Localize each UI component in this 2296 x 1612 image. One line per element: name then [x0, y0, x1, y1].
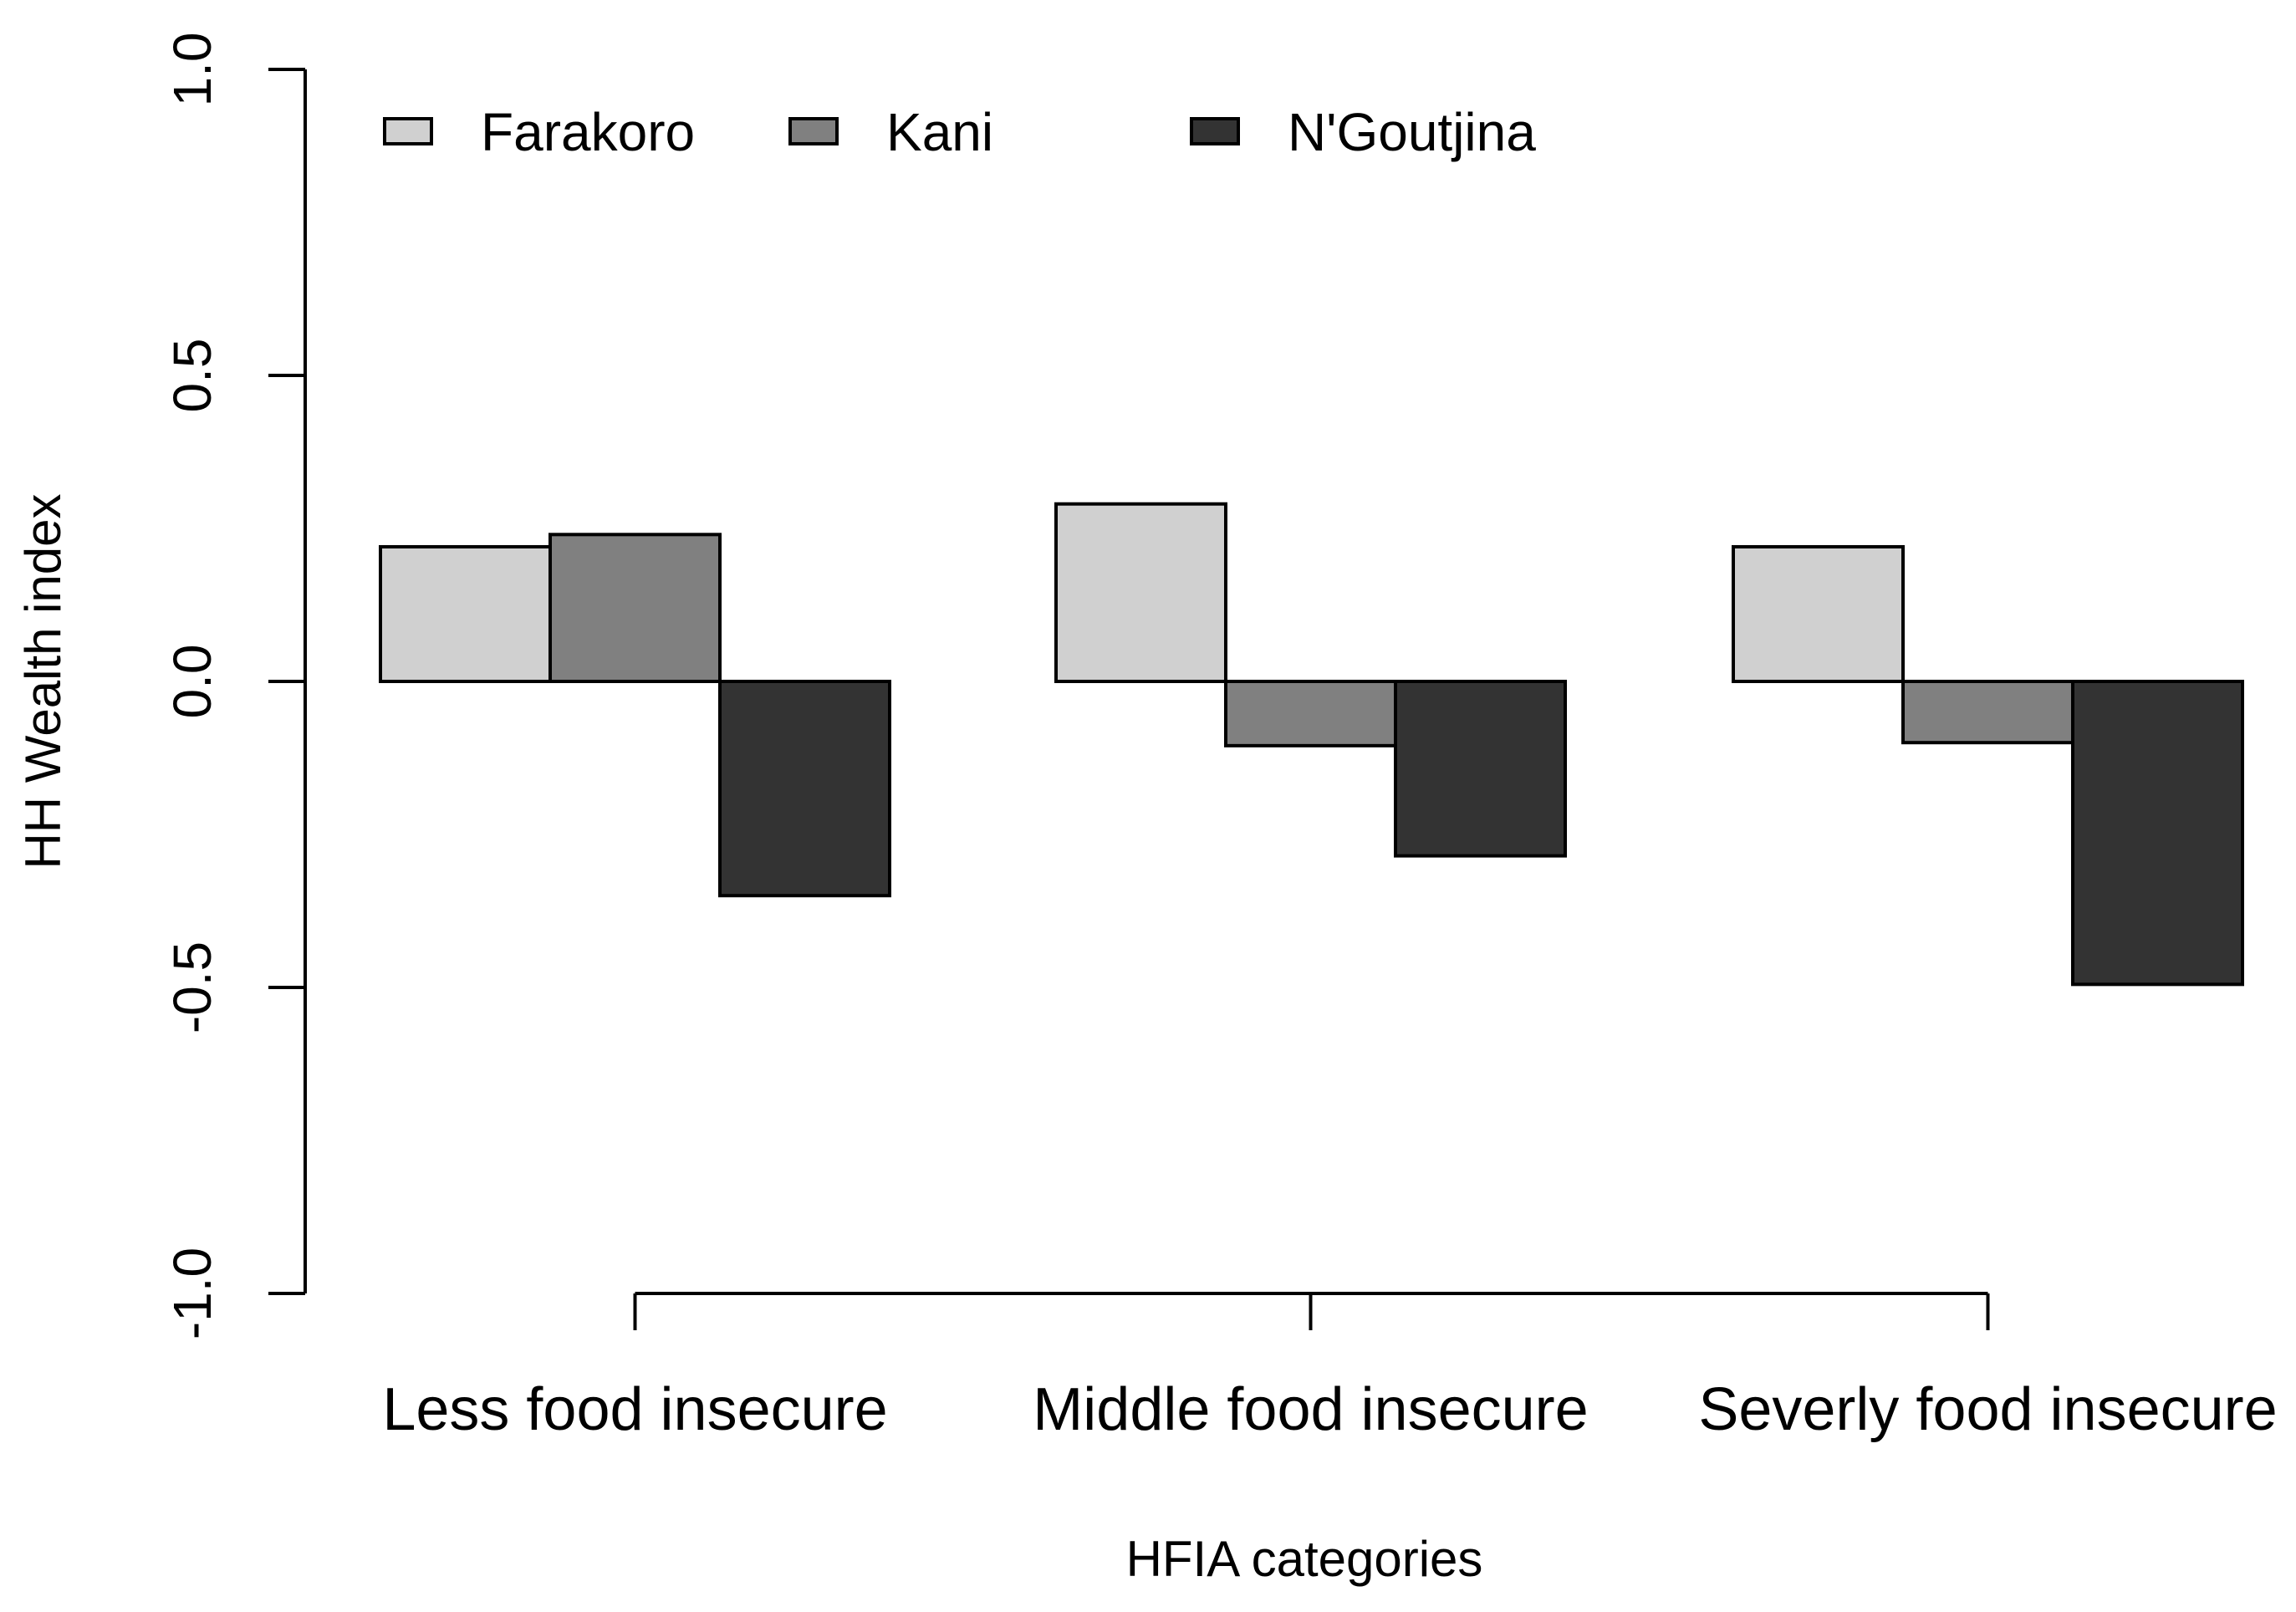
- bar: [1224, 680, 1397, 747]
- y-tick-label: -1.0: [162, 1247, 222, 1339]
- bar: [718, 680, 891, 898]
- y-axis: -1.0 -0.5 0.0 0.5 1.0: [162, 33, 307, 1339]
- y-tick-label: 0.5: [162, 339, 222, 413]
- x-axis-title: HFIA categories: [1126, 1531, 1483, 1587]
- legend-label: Kani: [886, 102, 993, 162]
- x-tick-label: Middle food insecure: [1033, 1376, 1588, 1443]
- legend: Farakoro Kani N'Goutjina: [383, 102, 1536, 162]
- y-tick-label: 0.0: [162, 645, 222, 719]
- legend-swatch: [383, 117, 433, 145]
- x-tick-label: Severly food insecure: [1698, 1376, 2277, 1443]
- x-axis: Less food insecure Middle food insecure Se…: [382, 1292, 2278, 1443]
- bar: [1394, 680, 1567, 858]
- legend-swatch: [1190, 117, 1240, 145]
- y-tick-label: 1.0: [162, 33, 222, 107]
- bar: [548, 533, 722, 683]
- y-axis-title: HH Wealth index: [15, 493, 71, 869]
- legend-swatch: [788, 117, 839, 145]
- legend-label: Farakoro: [481, 102, 695, 162]
- x-tick-label: Less food insecure: [382, 1376, 887, 1443]
- bar: [1732, 544, 1905, 684]
- y-tick-label: -0.5: [162, 941, 222, 1033]
- bars: [379, 502, 2244, 987]
- bar: [2071, 680, 2244, 987]
- bar: [1901, 680, 2074, 745]
- legend-label: N'Goutjina: [1288, 102, 1536, 162]
- bar: [379, 544, 552, 684]
- bar: [1054, 502, 1227, 683]
